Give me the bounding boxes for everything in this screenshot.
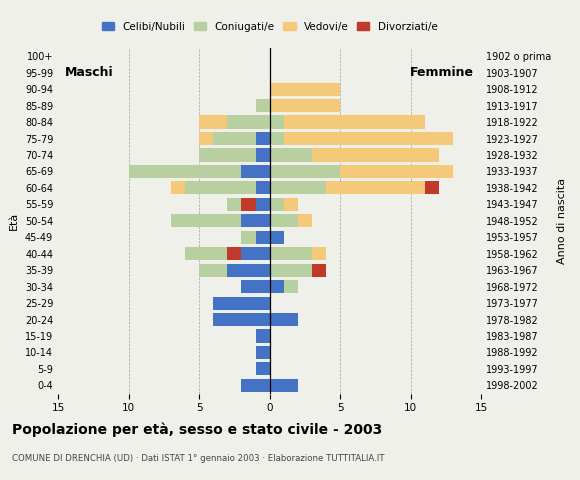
Bar — [256, 198, 270, 211]
Bar — [241, 280, 270, 293]
Bar — [270, 198, 284, 211]
Bar — [270, 99, 340, 112]
Bar — [270, 181, 326, 194]
Bar — [270, 313, 298, 326]
Text: Maschi: Maschi — [65, 66, 114, 79]
Bar — [340, 165, 453, 178]
Bar — [270, 231, 284, 244]
Bar — [213, 297, 270, 310]
Bar — [256, 329, 270, 343]
Bar — [213, 132, 256, 145]
Bar — [199, 264, 227, 277]
Bar — [199, 132, 213, 145]
Bar — [241, 247, 270, 260]
Bar — [284, 132, 453, 145]
Bar — [199, 116, 227, 129]
Bar — [185, 247, 227, 260]
Bar — [227, 198, 241, 211]
Bar — [256, 231, 270, 244]
Bar — [227, 264, 270, 277]
Bar — [284, 198, 298, 211]
Bar — [326, 181, 425, 194]
Bar — [312, 148, 439, 162]
Bar — [256, 132, 270, 145]
Bar — [284, 116, 425, 129]
Bar — [425, 181, 439, 194]
Bar — [129, 165, 241, 178]
Bar — [241, 231, 256, 244]
Text: COMUNE DI DRENCHIA (UD) · Dati ISTAT 1° gennaio 2003 · Elaborazione TUTTITALIA.I: COMUNE DI DRENCHIA (UD) · Dati ISTAT 1° … — [12, 454, 384, 463]
Bar — [270, 116, 284, 129]
Bar — [270, 132, 284, 145]
Bar — [270, 379, 298, 392]
Bar — [256, 99, 270, 112]
Bar — [241, 379, 270, 392]
Bar — [241, 198, 256, 211]
Bar — [312, 264, 326, 277]
Bar — [171, 214, 241, 228]
Bar — [270, 264, 312, 277]
Legend: Celibi/Nubili, Coniugati/e, Vedovi/e, Divorziati/e: Celibi/Nubili, Coniugati/e, Vedovi/e, Di… — [97, 18, 442, 36]
Bar — [256, 362, 270, 375]
Bar — [270, 165, 340, 178]
Bar — [185, 181, 256, 194]
Bar — [312, 247, 326, 260]
Bar — [270, 83, 340, 96]
Bar — [227, 116, 270, 129]
Y-axis label: Età: Età — [9, 212, 19, 230]
Bar — [241, 214, 270, 228]
Y-axis label: Anno di nascita: Anno di nascita — [557, 178, 567, 264]
Bar — [256, 346, 270, 359]
Bar — [256, 181, 270, 194]
Text: Femmine: Femmine — [410, 66, 474, 79]
Bar — [213, 313, 270, 326]
Bar — [270, 214, 298, 228]
Bar — [241, 165, 270, 178]
Bar — [298, 214, 312, 228]
Bar — [256, 148, 270, 162]
Bar — [199, 148, 256, 162]
Bar — [227, 247, 241, 260]
Bar — [284, 280, 298, 293]
Text: Popolazione per età, sesso e stato civile - 2003: Popolazione per età, sesso e stato civil… — [12, 422, 382, 437]
Bar — [270, 280, 284, 293]
Bar — [270, 247, 312, 260]
Bar — [270, 148, 312, 162]
Bar — [171, 181, 185, 194]
